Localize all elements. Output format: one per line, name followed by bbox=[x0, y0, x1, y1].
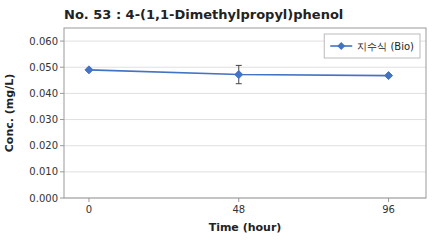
y-tick-label: 0.050 bbox=[29, 62, 58, 73]
y-tick-label: 0.030 bbox=[29, 114, 58, 125]
grid-line bbox=[64, 67, 426, 68]
error-cap bbox=[236, 83, 242, 84]
x-axis-label: Time (hour) bbox=[209, 221, 282, 234]
legend: 지수식 (Bio) bbox=[324, 34, 420, 58]
marker bbox=[385, 72, 393, 80]
x-tick-label: 48 bbox=[232, 204, 245, 215]
x-tick-label: 96 bbox=[382, 204, 395, 215]
marker bbox=[85, 66, 93, 74]
y-tick-label: 0.010 bbox=[29, 166, 58, 177]
marker bbox=[235, 71, 243, 79]
grid-line bbox=[64, 171, 426, 172]
y-axis-label: Conc. (mg/L) bbox=[3, 74, 16, 152]
x-tick-label: 0 bbox=[86, 204, 92, 215]
grid bbox=[64, 41, 426, 198]
plot-area bbox=[85, 65, 393, 83]
legend-box bbox=[324, 34, 420, 58]
plot-frame bbox=[64, 28, 426, 198]
y-tick-label: 0.060 bbox=[29, 36, 58, 47]
y-tick bbox=[60, 145, 64, 146]
y-tick bbox=[60, 171, 64, 172]
x-tick bbox=[238, 198, 239, 202]
y-tick bbox=[60, 67, 64, 68]
y-tick bbox=[60, 198, 64, 199]
y-tick-label: 0.000 bbox=[29, 193, 58, 204]
grid-line bbox=[64, 119, 426, 120]
grid-line bbox=[64, 93, 426, 94]
y-tick bbox=[60, 119, 64, 120]
x-tick bbox=[388, 198, 389, 202]
axes: 0.000 0.010 0.020 0.030 0.040 0.050 0.060 0 48 96 bbox=[29, 36, 395, 215]
error-cap bbox=[236, 65, 242, 66]
title: No. 53 : 4-(1,1-Dimethylpropyl)phenol bbox=[64, 7, 343, 22]
y-tick-label: 0.020 bbox=[29, 140, 58, 151]
legend-label: 지수식 (Bio) bbox=[357, 41, 414, 52]
y-tick bbox=[60, 93, 64, 94]
error-bar bbox=[236, 65, 242, 83]
chart: 0.000 0.010 0.020 0.030 0.040 0.050 0.060 0 48 96… bbox=[0, 0, 436, 247]
y-tick bbox=[60, 41, 64, 42]
x-tick bbox=[88, 198, 89, 202]
legend-marker bbox=[337, 42, 345, 50]
grid-line bbox=[64, 145, 426, 146]
y-tick-label: 0.040 bbox=[29, 88, 58, 99]
